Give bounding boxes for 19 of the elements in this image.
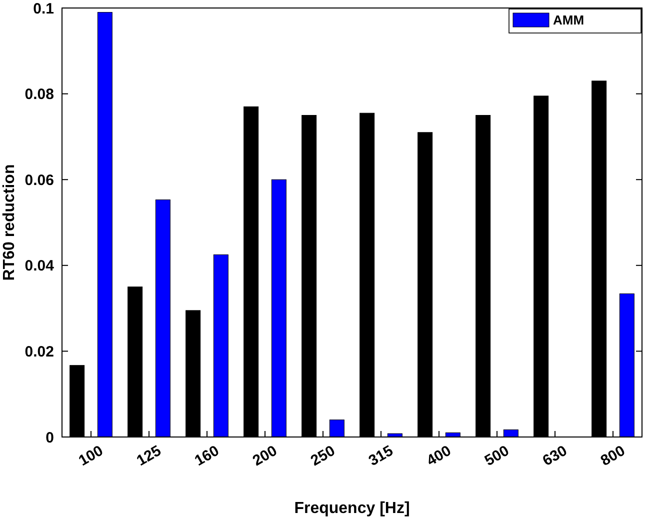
y-tick-label: 0.04	[24, 258, 55, 275]
y-axis-title: RT60 reduction	[1, 164, 18, 281]
x-tick-label: 100	[76, 442, 106, 470]
x-tick-label: 800	[598, 442, 628, 470]
legend-label: AMM	[553, 12, 584, 28]
y-tick-label: 0.02	[24, 343, 54, 360]
x-tick-label: 500	[482, 442, 512, 470]
y-tick-label: 0.06	[24, 172, 54, 189]
x-tick-label: 400	[424, 442, 454, 470]
y-tick-label: 0.1	[33, 0, 54, 18]
x-axis-title: Frequency [Hz]	[294, 500, 410, 517]
x-tick-label: 160	[192, 442, 222, 470]
x-tick-label: 125	[134, 442, 164, 470]
y-tick-label: 0.08	[24, 86, 54, 104]
x-tick-label: 250	[308, 442, 338, 470]
x-tick-label: 630	[540, 442, 570, 470]
x-tick-label: 315	[366, 442, 396, 470]
x-tick-label: 200	[250, 442, 280, 470]
y-tick-label: 0	[46, 429, 54, 446]
